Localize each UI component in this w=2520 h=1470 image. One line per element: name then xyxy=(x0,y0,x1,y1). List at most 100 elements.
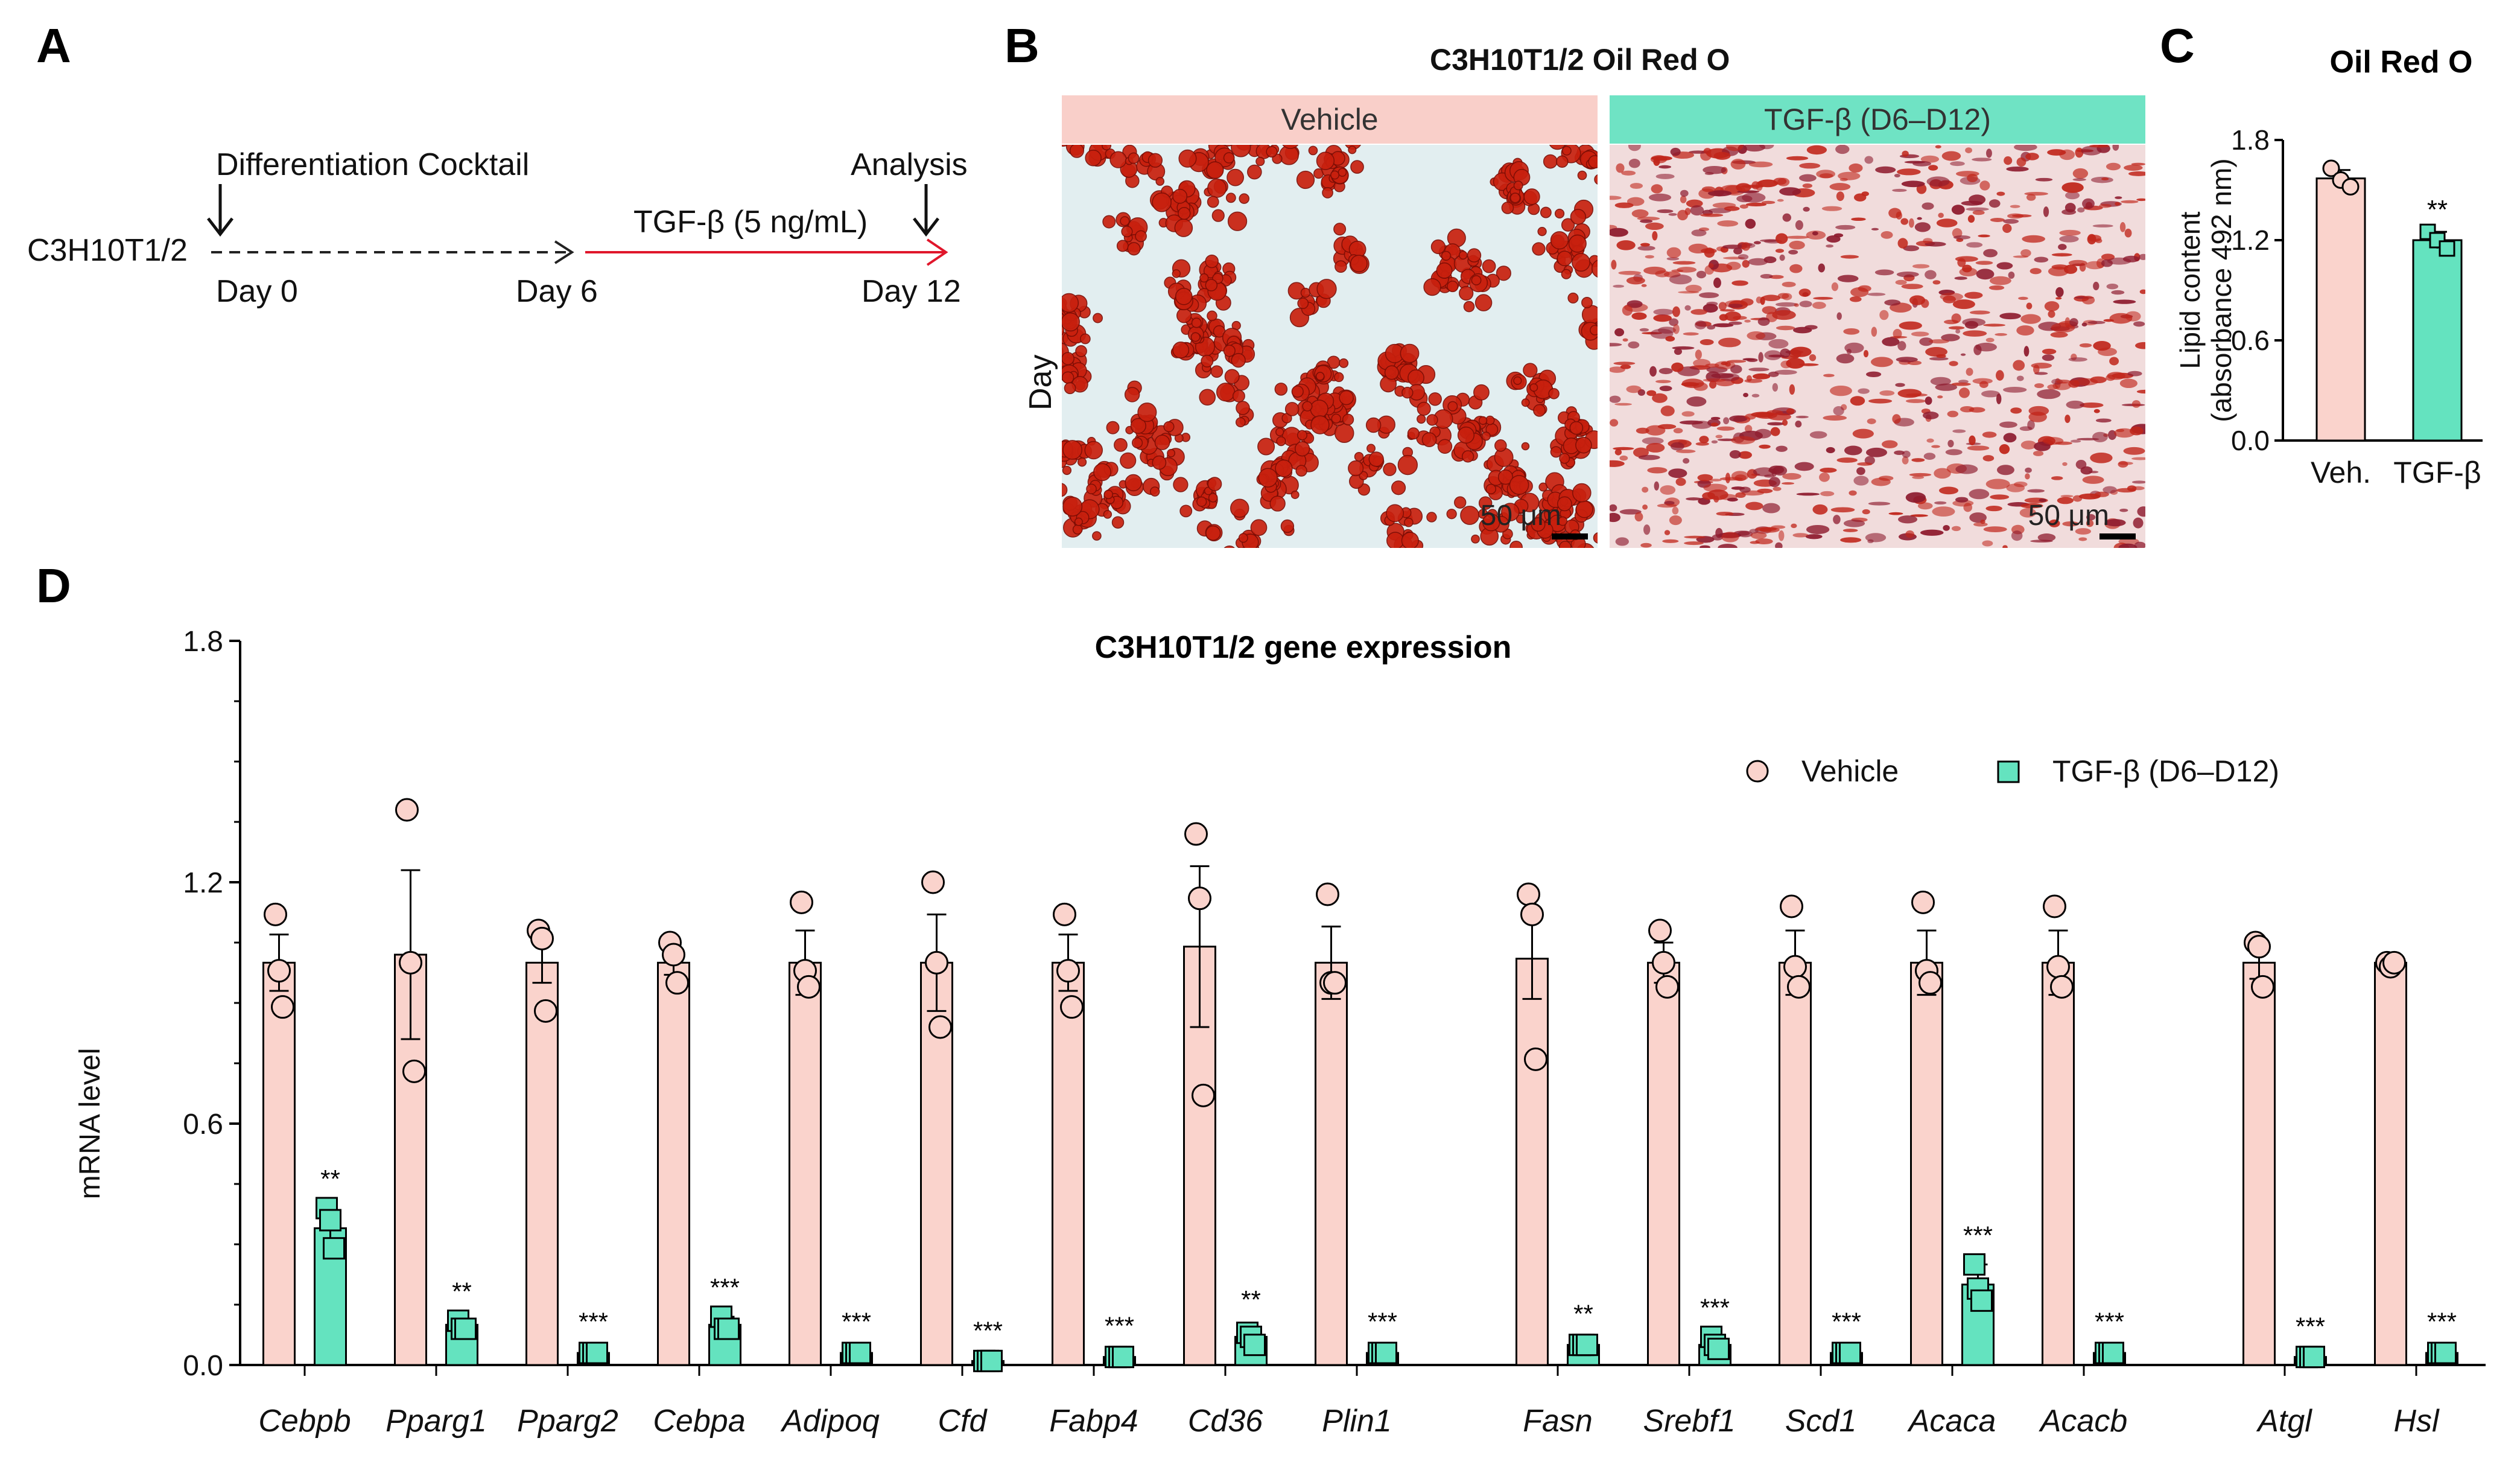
stained-cell xyxy=(2042,354,2055,361)
stained-cell xyxy=(1972,210,1985,215)
stained-cell xyxy=(1680,189,1689,197)
stained-cell xyxy=(1610,512,1620,523)
stained-cell xyxy=(1641,284,1647,287)
stained-cell xyxy=(1649,366,1657,377)
stained-cell xyxy=(1906,393,1928,397)
stained-cell xyxy=(1690,205,1704,216)
stained-cell xyxy=(1902,450,1911,458)
vehicle-bar-Scd1 xyxy=(1779,961,1812,1366)
stained-cell xyxy=(2016,325,2034,336)
stained-cell xyxy=(2093,409,2100,413)
stained-cell xyxy=(1967,445,1990,451)
vehicle-point xyxy=(790,890,813,914)
stained-cell xyxy=(2034,383,2044,389)
lipid-droplet xyxy=(1471,275,1482,285)
stained-cell xyxy=(2087,320,2106,325)
stained-cell xyxy=(2131,480,2145,484)
lipid-droplet xyxy=(1430,239,1446,255)
lipid-droplet xyxy=(1500,503,1520,521)
lipid-droplet xyxy=(1296,170,1315,189)
stained-cell xyxy=(1965,147,1972,153)
vehicle-point xyxy=(2050,975,2074,999)
stained-cell xyxy=(1729,450,1741,459)
stained-cell xyxy=(1766,410,1783,415)
stained-cell xyxy=(1830,385,1852,396)
stained-cell xyxy=(2018,296,2028,300)
significance-label-Srebf1: *** xyxy=(1700,1293,1730,1322)
stained-cell xyxy=(1688,243,1708,254)
lipid-droplet xyxy=(1211,209,1225,222)
stained-cell xyxy=(1614,328,1625,337)
lipid-droplet xyxy=(1454,496,1467,509)
stained-cell xyxy=(1748,368,1769,372)
lipid-droplet xyxy=(1130,418,1146,434)
stained-cell xyxy=(1943,524,1950,531)
stained-cell xyxy=(1936,218,1958,228)
stained-cell xyxy=(1681,382,1700,387)
vehicle-point xyxy=(1056,959,1080,983)
lipid-droplet xyxy=(1459,285,1474,301)
stained-cell xyxy=(1833,406,1844,416)
lipid-droplet xyxy=(1062,293,1079,313)
lipid-droplet xyxy=(1291,385,1304,398)
stained-cell xyxy=(1776,445,1788,452)
stained-cell xyxy=(1892,414,1901,424)
vehicle-bar-Atgl xyxy=(2242,961,2276,1366)
stained-cell xyxy=(2002,223,2012,234)
lipid-droplet xyxy=(1383,462,1397,476)
stained-cell xyxy=(1856,467,1865,476)
lipid-droplet xyxy=(1559,453,1570,464)
stained-cell xyxy=(1975,261,1993,265)
stained-cell xyxy=(1935,145,1941,148)
stained-cell xyxy=(1951,205,1965,215)
stained-cell xyxy=(1843,520,1865,527)
stained-cell xyxy=(1884,299,1901,306)
vehicle-bar-Acaca xyxy=(1910,961,1943,1366)
stained-cell xyxy=(1710,416,1721,420)
chart-c-point xyxy=(2439,240,2455,257)
stained-cell xyxy=(1669,515,1682,526)
stained-cell xyxy=(1868,398,1893,404)
stained-cell xyxy=(1789,240,1805,250)
stained-cell xyxy=(1666,247,1681,258)
stained-cell xyxy=(1639,328,1649,332)
stained-cell xyxy=(1729,415,1748,422)
stained-cell xyxy=(1722,244,1744,249)
stained-cell xyxy=(1882,440,1898,448)
stained-cell xyxy=(2051,476,2063,480)
stained-cell xyxy=(1778,530,1785,541)
lipid-droplet xyxy=(1593,532,1598,544)
lipid-droplet xyxy=(1315,372,1325,381)
lipid-droplet xyxy=(1062,371,1074,384)
stained-cell xyxy=(1614,202,1634,208)
stained-cell xyxy=(1669,318,1679,326)
vehicle-point xyxy=(395,798,419,822)
stained-cell xyxy=(1985,337,1995,343)
vehicle-point xyxy=(530,926,554,950)
tgf-point xyxy=(1839,1341,1861,1364)
stained-cell xyxy=(1875,166,1896,174)
chart-d-title: C3H10T1/2 gene expression xyxy=(1095,630,1512,665)
lipid-droplet xyxy=(1255,156,1265,167)
stained-cell xyxy=(1701,186,1716,192)
stained-cell xyxy=(1812,504,1828,515)
stained-cell xyxy=(1610,504,1617,512)
vehicle-point xyxy=(534,999,557,1023)
lipid-droplet xyxy=(1572,253,1590,272)
stained-cell xyxy=(1948,326,1965,330)
tgf-point xyxy=(454,1317,477,1340)
stained-cell xyxy=(1658,368,1673,375)
lipid-droplet xyxy=(1124,387,1140,402)
lipid-droplet xyxy=(1338,168,1347,177)
stained-cell xyxy=(1809,354,1817,361)
vehicle-point xyxy=(2247,935,2271,959)
lipid-droplet xyxy=(1436,262,1453,279)
stained-cell xyxy=(1928,339,1949,344)
stained-cell xyxy=(1809,431,1827,439)
stained-cell xyxy=(1842,529,1858,532)
panel-label-b: B xyxy=(1005,19,1039,72)
stained-cell xyxy=(1894,450,1905,455)
significance-label-Cfd: *** xyxy=(973,1316,1003,1344)
vehicle-point xyxy=(2251,975,2274,999)
lipid-droplet xyxy=(1172,269,1181,278)
